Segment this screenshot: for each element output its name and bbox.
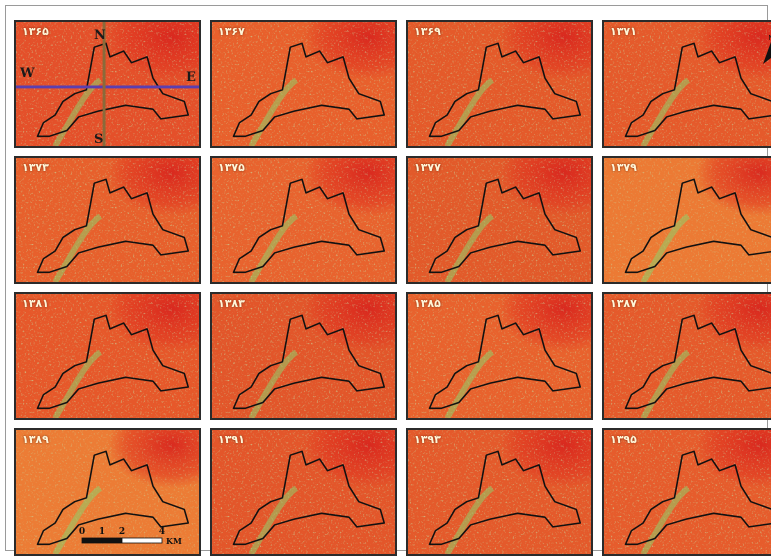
panel-year-label: ۱۳۸۹ [22,433,49,446]
lst-raster [16,22,199,146]
map-panel: ۱۳۸۹ [14,428,201,556]
scale-tick-label: 1 [99,527,105,537]
map-panel-grid: ۱۳۶۵ N S W E ۱۳۶۷ ۱۳۶۹ ۱۳۷۱ N ۱۳۷۳ ۱۳۷۵ ۱۳۷۷ ۱۳۷۹ ۱۳۸… [14,20,771,556]
direction-label-west: W [20,66,35,81]
direction-label-north: N [94,28,106,43]
lst-raster [408,294,591,418]
city-boundary [36,178,190,274]
city-boundary [36,42,190,138]
lst-raster [212,430,395,554]
map-panel: ۱۳۸۱ [14,292,201,420]
lst-raster [212,158,395,282]
city-boundary [232,42,386,138]
panel-year-label: ۱۳۹۱ [218,433,245,446]
map-panel: ۱۳۷۳ [14,156,201,284]
panel-year-label: ۱۳۹۵ [610,433,637,446]
map-panel: ۱۳۹۳ [406,428,593,556]
panel-year-label: ۱۳۷۱ [610,25,637,38]
panel-year-label: ۱۳۷۷ [414,161,441,174]
lst-raster [16,430,199,554]
city-boundary [232,178,386,274]
lst-raster [212,294,395,418]
scale-tick-label: 4 [159,527,165,537]
city-boundary [36,314,190,410]
panel-year-label: ۱۳۸۷ [610,297,637,310]
panel-year-label: ۱۳۹۳ [414,433,441,446]
lst-raster [408,22,591,146]
map-panel: ۱۳۹۵ [602,428,771,556]
north-arrow-icon: N [761,32,771,66]
lst-raster [604,22,771,146]
city-boundary [624,314,771,410]
lst-raster [408,158,591,282]
direction-label-south: S [94,132,104,147]
city-boundary [624,42,771,138]
lst-raster [604,158,771,282]
map-panel: ۱۳۷۱ N [602,20,771,148]
city-boundary [428,314,582,410]
city-boundary [36,450,190,546]
lst-raster [212,22,395,146]
scale-tick-label: 0 [79,527,85,537]
panel-year-label: ۱۳۷۵ [218,161,245,174]
svg-text:N: N [768,34,771,42]
city-boundary [232,314,386,410]
city-boundary [232,450,386,546]
city-boundary [624,178,771,274]
map-panel: ۱۳۷۹ [602,156,771,284]
panel-year-label: ۱۳۷۹ [610,161,637,174]
map-panel: ۱۳۶۵ N S W E [14,20,201,148]
map-panel: ۱۳۷۷ [406,156,593,284]
map-panel: ۱۳۹۱ [210,428,397,556]
panel-year-label: ۱۳۶۹ [414,25,441,38]
map-panel: ۱۳۸۵ [406,292,593,420]
map-panel: ۱۳۸۷ [602,292,771,420]
city-boundary [428,42,582,138]
lst-raster [16,158,199,282]
city-boundary [428,178,582,274]
lst-raster [408,430,591,554]
city-boundary [624,450,771,546]
panel-year-label: ۱۳۶۵ [22,25,49,38]
panel-year-label: ۱۳۷۳ [22,161,49,174]
city-boundary [428,450,582,546]
panel-year-label: ۱۳۸۵ [414,297,441,310]
scale-tick-label: 2 [119,527,125,537]
lst-raster [604,294,771,418]
panel-year-label: ۱۳۶۷ [218,25,245,38]
panel-year-label: ۱۳۸۳ [218,297,245,310]
direction-label-east: E [186,70,196,85]
lst-raster [16,294,199,418]
scale-unit-label: KM [166,536,182,546]
map-panel: ۱۳۸۳ [210,292,397,420]
scale-bar: 0 1 2 4 KM [78,524,198,554]
map-panel: ۱۳۶۹ [406,20,593,148]
panel-year-label: ۱۳۸۱ [22,297,49,310]
lst-raster [604,430,771,554]
map-panel: ۱۳۶۷ [210,20,397,148]
map-panel: ۱۳۷۵ [210,156,397,284]
lst-map-figure: ۱۳۶۵ N S W E ۱۳۶۷ ۱۳۶۹ ۱۳۷۱ N ۱۳۷۳ ۱۳۷۵ ۱۳۷۷ ۱۳۷۹ ۱۳۸… [5,5,771,556]
